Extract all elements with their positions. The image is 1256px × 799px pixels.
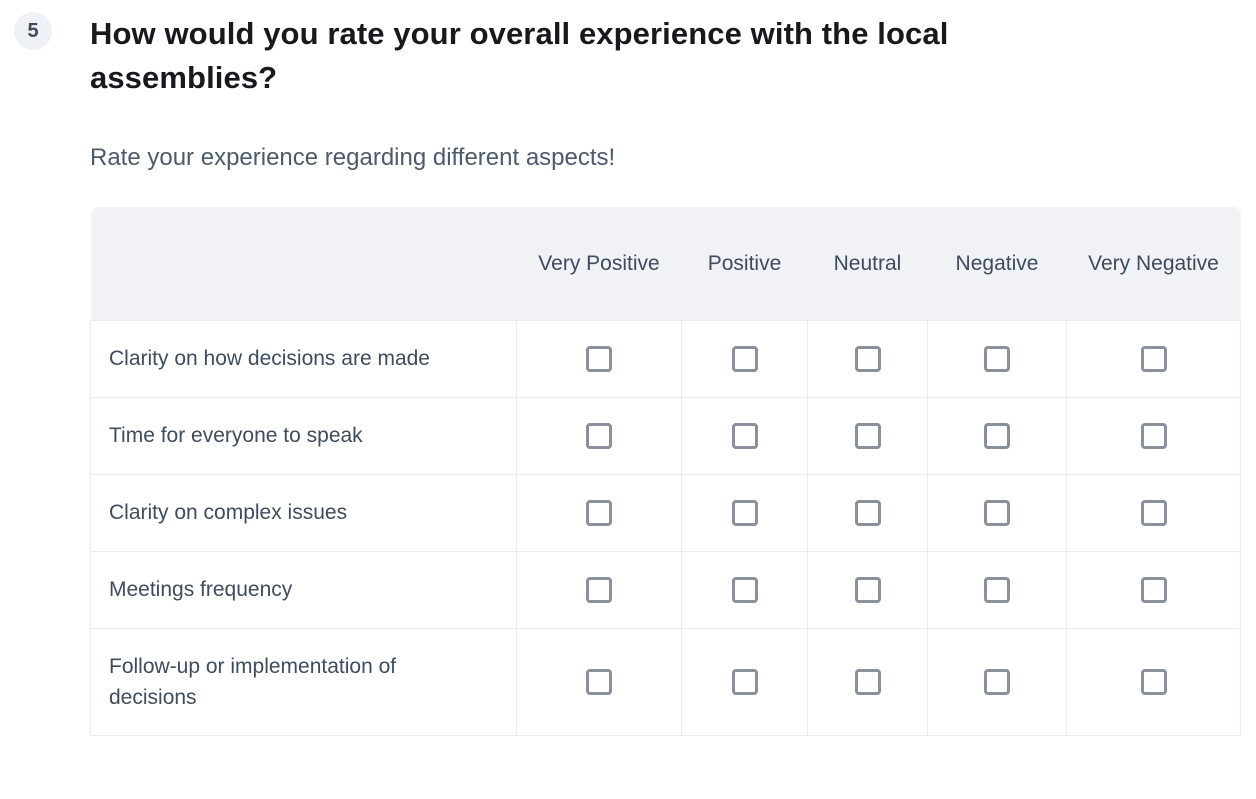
checkbox-row4-very-positive[interactable] — [586, 668, 612, 695]
option-cell — [516, 319, 682, 398]
column-header-very-positive: Very Positive — [516, 207, 682, 320]
option-cell — [516, 396, 682, 475]
option-cell — [1066, 319, 1241, 398]
option-cell — [927, 550, 1067, 629]
checkbox-row3-positive[interactable] — [731, 576, 758, 603]
checkbox-row3-very-negative[interactable] — [1140, 576, 1167, 603]
checkbox-row2-very-positive[interactable] — [586, 499, 612, 526]
checkbox-row4-neutral[interactable] — [854, 668, 881, 695]
matrix-header: Very Positive Positive Neutral Negative … — [90, 207, 1241, 320]
checkbox-row3-neutral[interactable] — [854, 576, 881, 603]
checkbox-row4-negative[interactable] — [984, 668, 1010, 695]
checkbox-row0-neutral[interactable] — [854, 345, 881, 372]
table-row: Clarity on complex issues — [90, 473, 1241, 552]
checkbox-row0-positive[interactable] — [731, 345, 758, 372]
option-cell — [807, 396, 928, 475]
table-row: Meetings frequency — [90, 550, 1241, 629]
option-cell — [681, 319, 808, 398]
row-label: Follow-up or implementation of decisions — [90, 627, 517, 736]
column-header-negative: Negative — [927, 207, 1067, 320]
rating-matrix-table: Very Positive Positive Neutral Negative … — [90, 207, 1241, 736]
checkbox-row4-very-negative[interactable] — [1140, 668, 1167, 695]
question-title: How would you rate your overall experien… — [90, 16, 949, 95]
checkbox-row0-very-positive[interactable] — [586, 345, 612, 372]
checkbox-row1-very-positive[interactable] — [586, 422, 612, 449]
option-cell — [807, 627, 928, 736]
option-cell — [681, 396, 808, 475]
column-header-very-negative: Very Negative — [1066, 207, 1241, 320]
option-cell — [807, 319, 928, 398]
checkbox-row3-negative[interactable] — [984, 576, 1010, 603]
option-cell — [927, 319, 1067, 398]
table-row: Follow-up or implementation of decisions — [90, 627, 1241, 736]
row-label: Clarity on complex issues — [90, 473, 517, 552]
checkbox-row2-positive[interactable] — [731, 499, 758, 526]
option-cell — [516, 550, 682, 629]
checkbox-row1-negative[interactable] — [984, 422, 1010, 449]
checkbox-row0-negative[interactable] — [984, 345, 1010, 372]
option-cell — [927, 396, 1067, 475]
option-cell — [681, 627, 808, 736]
option-cell — [516, 473, 682, 552]
checkbox-row1-neutral[interactable] — [854, 422, 881, 449]
checkbox-row3-very-positive[interactable] — [586, 576, 612, 603]
option-cell — [1066, 473, 1241, 552]
option-cell — [807, 550, 928, 629]
option-cell — [927, 473, 1067, 552]
row-label: Clarity on how decisions are made — [90, 319, 517, 398]
table-row: Clarity on how decisions are made — [90, 319, 1241, 398]
table-row: Time for everyone to speak — [90, 396, 1241, 475]
checkbox-row2-negative[interactable] — [984, 499, 1010, 526]
checkbox-row0-very-negative[interactable] — [1140, 345, 1167, 372]
option-cell — [807, 473, 928, 552]
question-number-badge: 5 — [14, 12, 52, 50]
column-header-empty — [90, 207, 517, 320]
question-content: How would you rate your overall experien… — [90, 12, 1256, 736]
option-cell — [681, 550, 808, 629]
option-cell — [681, 473, 808, 552]
option-cell — [1066, 627, 1241, 736]
checkbox-row2-very-negative[interactable] — [1140, 499, 1167, 526]
option-cell — [516, 627, 682, 736]
option-cell — [1066, 550, 1241, 629]
row-label: Meetings frequency — [90, 550, 517, 629]
row-label: Time for everyone to speak — [90, 396, 517, 475]
option-cell — [1066, 396, 1241, 475]
question-subtitle: Rate your experience regarding different… — [90, 144, 616, 171]
column-header-positive: Positive — [681, 207, 808, 320]
checkbox-row1-very-negative[interactable] — [1140, 422, 1167, 449]
option-cell — [927, 627, 1067, 736]
checkbox-row2-neutral[interactable] — [854, 499, 881, 526]
checkbox-row4-positive[interactable] — [731, 668, 758, 695]
column-header-neutral: Neutral — [807, 207, 928, 320]
checkbox-row1-positive[interactable] — [731, 422, 758, 449]
